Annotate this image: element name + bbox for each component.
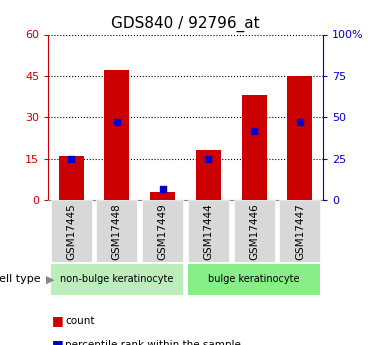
Bar bbox=[196, 150, 221, 200]
FancyBboxPatch shape bbox=[50, 200, 92, 262]
FancyBboxPatch shape bbox=[50, 264, 183, 295]
Point bbox=[251, 128, 257, 133]
Text: cell type: cell type bbox=[0, 275, 41, 284]
Point bbox=[160, 186, 165, 191]
FancyBboxPatch shape bbox=[142, 200, 183, 262]
Text: GSM17449: GSM17449 bbox=[158, 203, 168, 259]
Point bbox=[206, 156, 211, 161]
Text: ▶: ▶ bbox=[46, 275, 55, 284]
Text: percentile rank within the sample: percentile rank within the sample bbox=[65, 340, 241, 345]
Text: GSM17446: GSM17446 bbox=[249, 203, 259, 259]
Point bbox=[68, 156, 74, 161]
Text: GSM17448: GSM17448 bbox=[112, 203, 122, 259]
Point bbox=[114, 119, 120, 125]
Bar bbox=[242, 95, 267, 200]
Bar bbox=[59, 156, 84, 200]
FancyBboxPatch shape bbox=[279, 200, 321, 262]
FancyBboxPatch shape bbox=[188, 200, 229, 262]
Text: ■: ■ bbox=[52, 314, 64, 327]
Bar bbox=[104, 70, 129, 200]
Text: bulge keratinocyte: bulge keratinocyte bbox=[209, 275, 300, 284]
Text: ■: ■ bbox=[52, 338, 64, 345]
Bar bbox=[287, 76, 312, 200]
FancyBboxPatch shape bbox=[96, 200, 137, 262]
Text: non-bulge keratinocyte: non-bulge keratinocyte bbox=[60, 275, 174, 284]
Text: count: count bbox=[65, 316, 95, 326]
FancyBboxPatch shape bbox=[234, 200, 275, 262]
Bar bbox=[150, 192, 175, 200]
Text: GSM17447: GSM17447 bbox=[295, 203, 305, 259]
Text: GSM17445: GSM17445 bbox=[66, 203, 76, 259]
Title: GDS840 / 92796_at: GDS840 / 92796_at bbox=[111, 16, 260, 32]
Point bbox=[297, 119, 303, 125]
FancyBboxPatch shape bbox=[188, 264, 321, 295]
Text: GSM17444: GSM17444 bbox=[203, 203, 213, 259]
